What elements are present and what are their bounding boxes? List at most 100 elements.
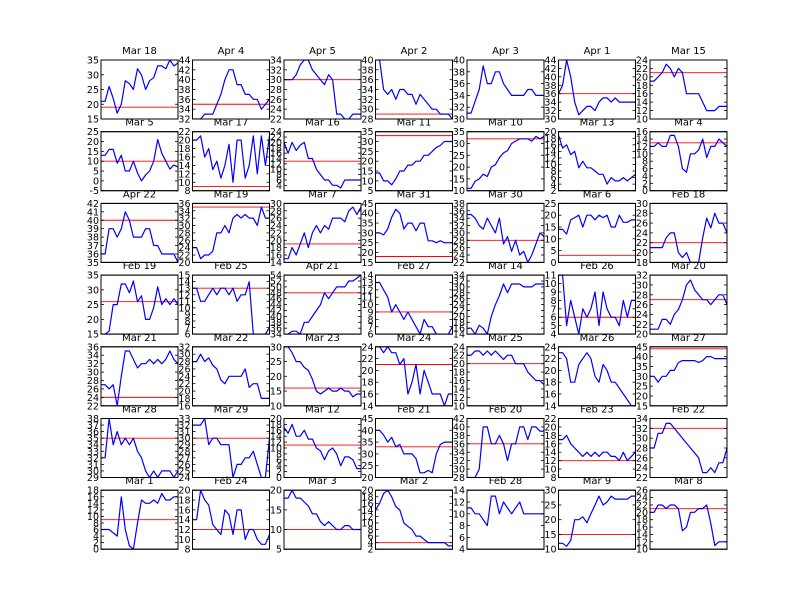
panel-title: Mar 2 <box>400 476 428 487</box>
panel-title: Mar 25 <box>488 333 523 344</box>
panel-border <box>558 202 636 263</box>
y-tick-label: 20 <box>270 414 282 425</box>
y-tick-label: 20 <box>87 137 99 148</box>
panel-title: Mar 27 <box>671 333 706 344</box>
series-line <box>375 490 453 547</box>
y-tick-label: 22 <box>544 414 556 425</box>
y-tick-label: 18 <box>361 492 373 503</box>
y-tick-label: 30 <box>270 342 282 353</box>
y-tick-label: 28 <box>453 473 465 484</box>
y-tick-label: 32 <box>178 342 190 353</box>
y-tick-label: 20 <box>636 330 648 341</box>
panel-border <box>375 489 453 550</box>
y-tick-label: 6 <box>550 173 556 184</box>
y-tick-label: 10 <box>361 300 373 311</box>
y-tick-label: 0 <box>550 258 556 269</box>
series-line <box>101 280 178 335</box>
panel-frame <box>192 274 270 335</box>
y-tick-label: 8 <box>184 186 190 197</box>
y-tick-label: 10 <box>636 545 648 556</box>
series-line <box>558 352 636 406</box>
y-tick-label: 34 <box>453 91 465 102</box>
y-tick-label: 6 <box>642 164 648 175</box>
y-tick-label: 14 <box>361 401 373 412</box>
y-tick-label: 8 <box>276 449 282 460</box>
y-tick-label: 15 <box>270 505 282 516</box>
y-tick-label: 29 <box>178 440 190 451</box>
panel-border <box>558 59 636 120</box>
panel-title: Apr 2 <box>401 46 428 57</box>
series-line <box>284 490 361 531</box>
y-tick-label: 42 <box>544 64 556 75</box>
y-tick-label: 15 <box>453 174 465 185</box>
y-tick-label: 20 <box>544 366 556 377</box>
y-tick-label: 32 <box>178 115 190 126</box>
panel-frame <box>466 274 545 335</box>
y-tick-label: 15 <box>178 271 190 282</box>
y-tick-label: 6 <box>276 175 282 186</box>
y-tick-label: 20 <box>178 486 190 497</box>
y-tick-label: 25 <box>87 300 99 311</box>
panel-title: Feb 18 <box>672 189 706 200</box>
panel-frame <box>649 274 728 335</box>
panel-title: Feb 20 <box>489 405 523 416</box>
series-line <box>650 212 727 263</box>
y-tick-label: 8 <box>184 316 190 327</box>
y-tick-label: 30 <box>270 199 282 210</box>
y-tick-label: 20 <box>544 422 556 433</box>
y-tick-label: 14 <box>544 448 556 459</box>
series-line <box>650 422 727 474</box>
y-tick-label: 30 <box>270 75 282 86</box>
y-tick-label: 16 <box>636 127 648 138</box>
series-line <box>101 139 178 182</box>
y-tick-label: 10 <box>361 176 373 187</box>
y-tick-label: 10 <box>453 401 465 412</box>
y-tick-label: 15 <box>544 223 556 234</box>
y-tick-label: 16 <box>361 499 373 510</box>
panel-title: Mar 7 <box>308 189 336 200</box>
y-tick-label: 10 <box>178 178 190 189</box>
y-tick-label: 20 <box>361 473 373 484</box>
panel-title: Mar 13 <box>580 118 615 129</box>
y-tick-label: 10 <box>178 303 190 314</box>
y-tick-label: 26 <box>636 453 648 464</box>
panel-title: Mar 6 <box>583 189 611 200</box>
y-tick-label: 20 <box>544 211 556 222</box>
y-tick-label: 28 <box>178 357 190 368</box>
panel-frame <box>100 418 179 478</box>
y-tick-label: 35 <box>87 56 99 67</box>
series-line <box>558 275 636 335</box>
y-tick-label: 18 <box>361 378 373 389</box>
y-tick-label: 35 <box>636 362 648 373</box>
y-tick-label: 2 <box>367 545 373 556</box>
panel-border <box>192 418 270 478</box>
series-line <box>284 60 361 119</box>
panel-title: Mar 14 <box>488 261 523 272</box>
panel-title: Mar 29 <box>214 405 249 416</box>
y-tick-label: 25 <box>361 147 373 158</box>
panel-title: Apr 3 <box>492 46 519 57</box>
y-tick-label: 24 <box>636 56 648 67</box>
series-line <box>101 350 178 406</box>
panel-frame <box>466 202 545 263</box>
y-tick-label: 8 <box>367 525 373 536</box>
panel-border <box>100 489 179 550</box>
y-tick-label: 18 <box>453 368 465 379</box>
y-tick-label: 10 <box>178 535 190 546</box>
series-line <box>375 429 453 474</box>
y-tick-label: 22 <box>178 251 190 262</box>
y-tick-label: 12 <box>636 106 648 117</box>
